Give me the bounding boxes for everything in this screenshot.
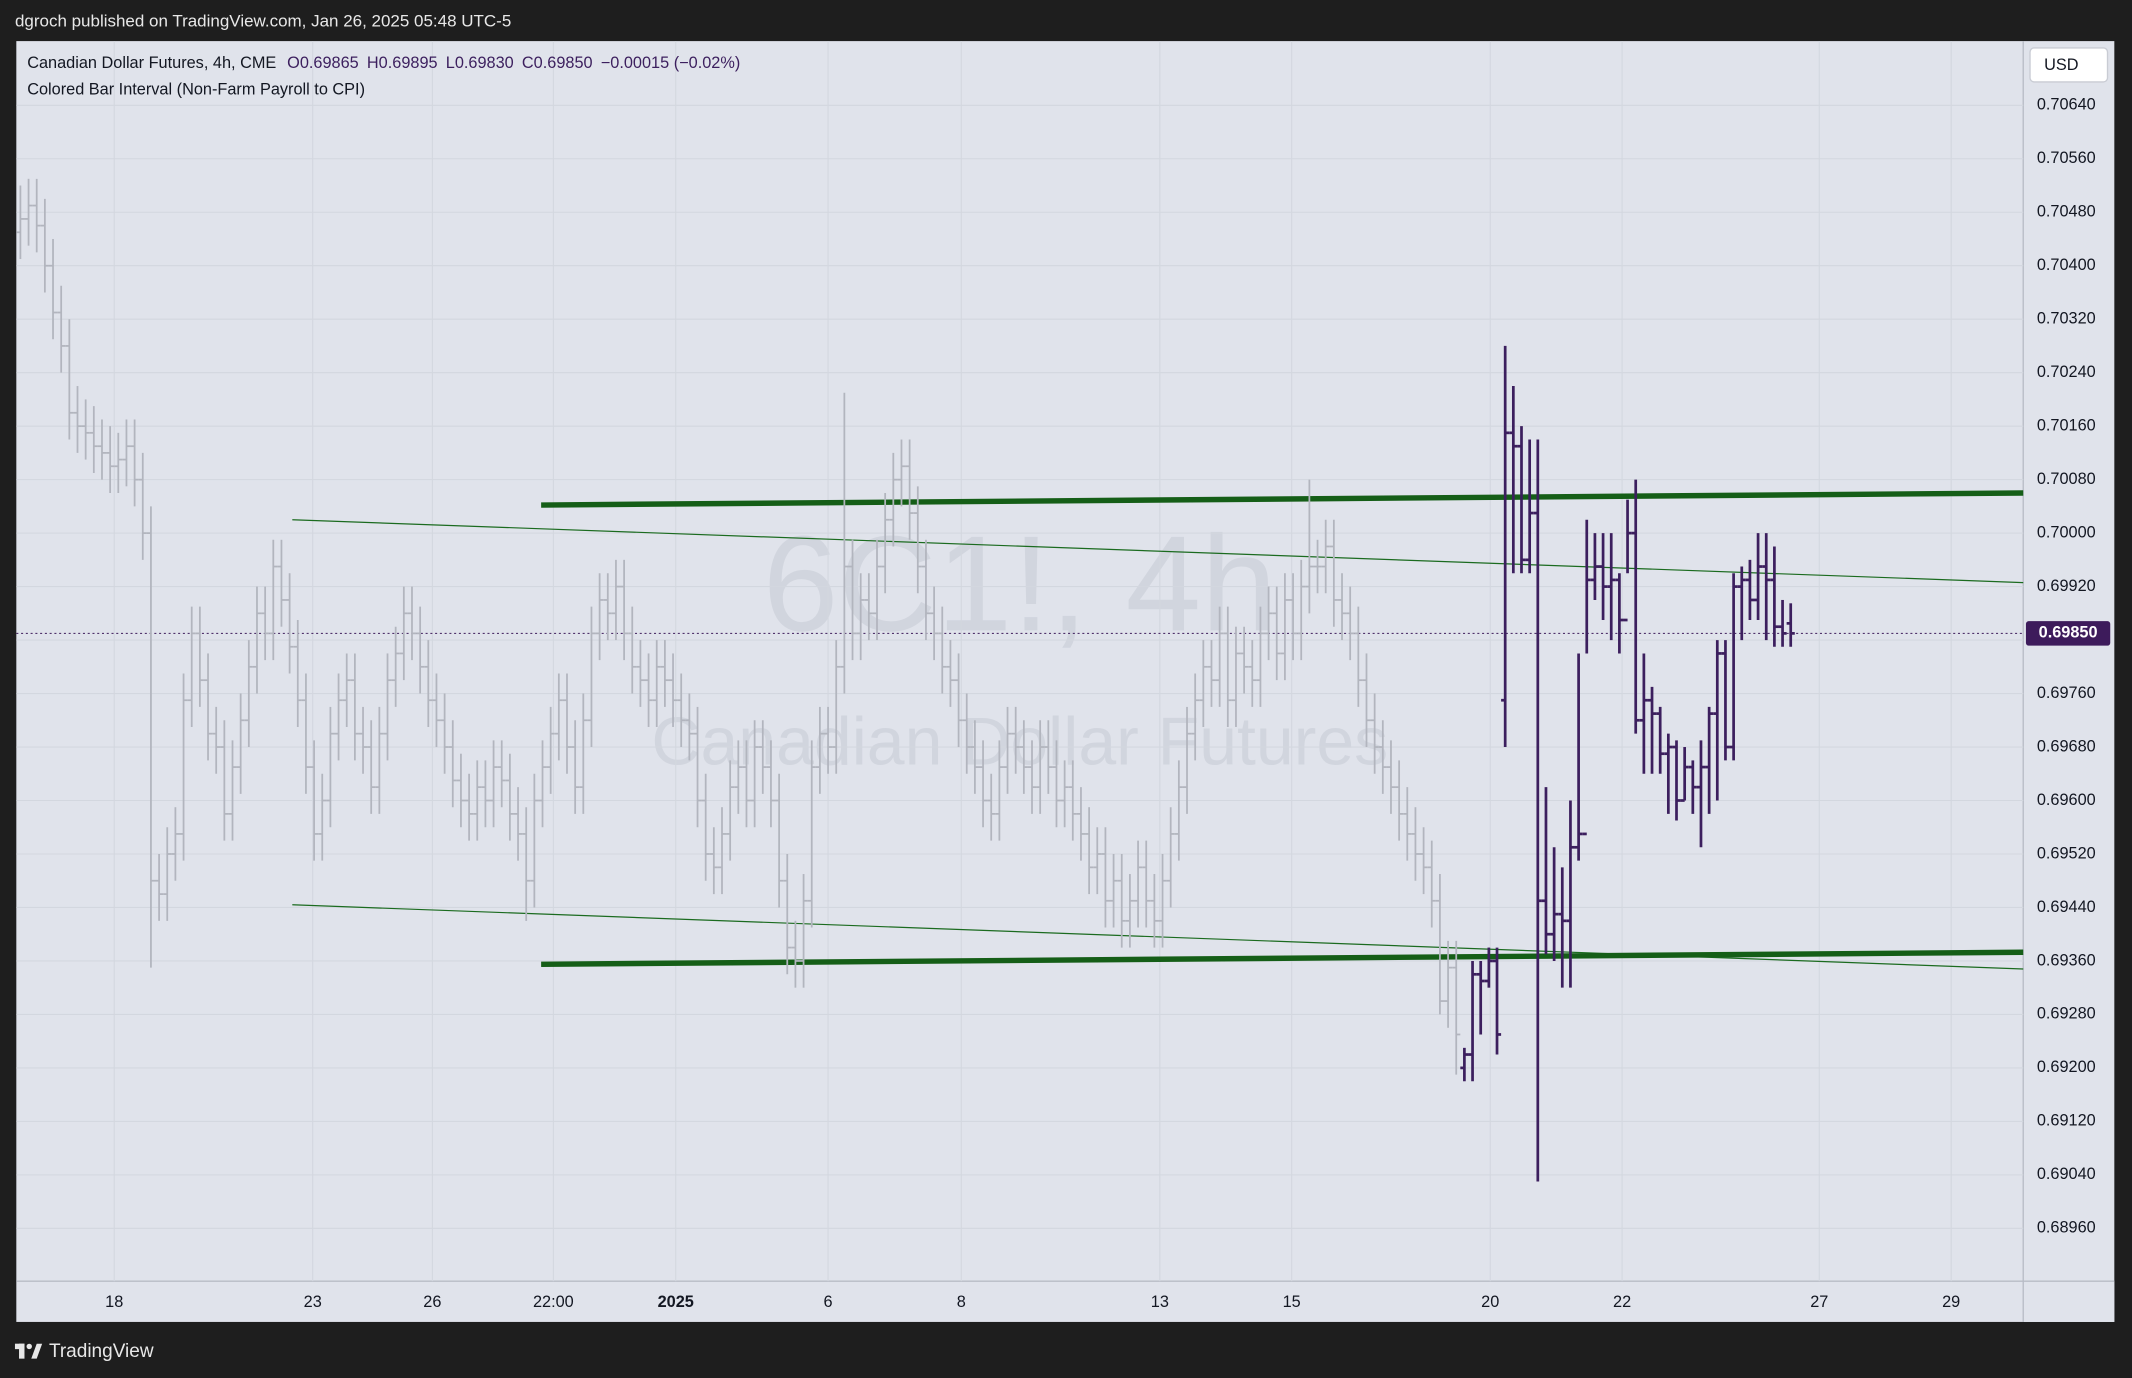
logo-stem [19,1343,25,1359]
x-tick-label: 15 [1283,1293,1301,1311]
brand-logo [14,1343,43,1359]
plot-area [16,41,2024,1282]
low-value: L0.69830 [446,55,514,73]
y-tick-label: 0.69520 [2037,844,2096,862]
y-tick-label: 0.69440 [2037,898,2096,916]
y-tick-label: 0.69680 [2037,737,2096,755]
indicator-name: Colored Bar Interval (Non-Farm Payroll t… [27,80,365,98]
y-tick-label: 0.69920 [2037,577,2096,595]
x-tick-label: 22:00 [533,1293,574,1311]
x-tick-label: 6 [824,1293,833,1311]
y-tick-label: 0.69120 [2037,1112,2096,1130]
price-axis [2023,41,2115,1322]
open-value: O0.69865 [287,55,359,73]
currency-button[interactable] [2029,47,2109,83]
watermark-symbol: 6C1!, 4h [763,507,1277,659]
x-tick-label: 20 [1481,1293,1499,1311]
high-value: H0.69895 [367,55,438,73]
y-tick-label: 0.70240 [2037,363,2096,381]
y-tick-label: 0.68960 [2037,1219,2096,1237]
y-tick-label: 0.70400 [2037,256,2096,274]
brand-name: TradingView [49,1341,154,1362]
x-tick-label: 29 [1942,1293,1960,1311]
trend-line [292,904,2024,970]
y-tick-label: 0.69760 [2037,684,2096,702]
x-tick-label: 26 [423,1293,441,1311]
time-axis [16,1281,2115,1322]
y-tick-label: 0.70560 [2037,149,2096,167]
y-tick-label: 0.70160 [2037,416,2096,434]
close-value: C0.69850 [522,55,593,73]
symbol-title: Canadian Dollar Futures, 4h, CME [27,55,276,73]
y-tick-label: 0.70080 [2037,470,2096,488]
y-tick-label: 0.70640 [2037,96,2096,114]
y-tick-label: 0.70320 [2037,310,2096,328]
x-tick-label: 2025 [658,1293,694,1311]
y-tick-label: 0.69200 [2037,1058,2096,1076]
currency-label[interactable]: USD [2044,56,2078,74]
y-tick-label: 0.69040 [2037,1165,2096,1183]
bars [16,178,1795,1182]
logo-dot [26,1343,32,1350]
legend: Canadian Dollar Futures, 4h, CME O0.69865… [27,55,740,73]
channel-line [541,490,2024,508]
y-tick-label: 0.69600 [2037,791,2096,809]
x-tick-label: 13 [1151,1293,1169,1311]
watermark-name: Canadian Dollar Futures [651,704,1388,780]
published-line: dgroch published on TradingView.com, Jan… [15,12,511,31]
last-price-box [2025,621,2111,646]
axis-labels: 0.70640 0.70560 0.70480 0.70400 0.70320 0.702… [105,96,2111,1311]
change-value: −0.00015 (−0.02%) [601,55,741,73]
y-tick-label: 0.69280 [2037,1005,2096,1023]
x-tick-label: 8 [957,1293,966,1311]
y-tick-label: 0.70480 [2037,203,2096,221]
x-tick-label: 18 [105,1293,123,1311]
x-tick-label: 22 [1613,1293,1631,1311]
x-tick-label: 23 [304,1293,322,1311]
y-tick-label: 0.69360 [2037,951,2096,969]
logo-slash [31,1343,43,1359]
y-tick-label: 0.70000 [2037,523,2096,541]
trend-line [292,519,2024,584]
x-tick-label: 27 [1810,1293,1828,1311]
last-price-label: 0.69850 [2039,624,2098,642]
